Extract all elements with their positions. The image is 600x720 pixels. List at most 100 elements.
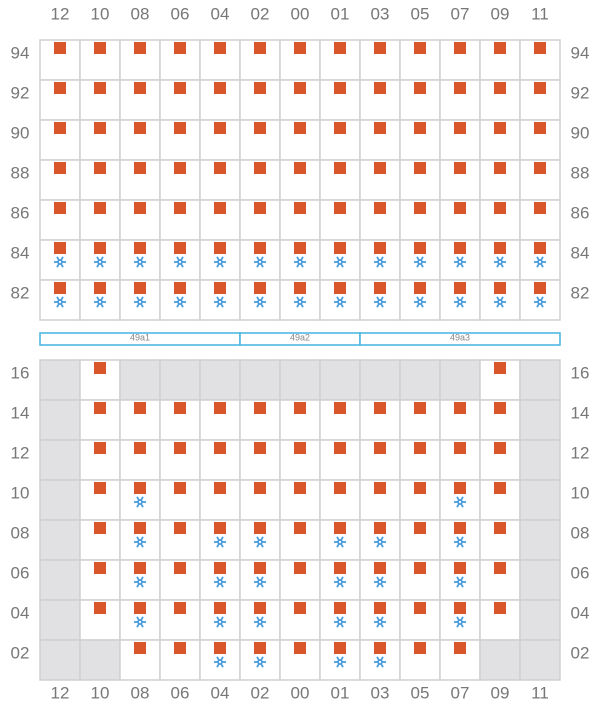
cell bbox=[119, 79, 161, 121]
cell bbox=[359, 559, 401, 601]
row-label: 86 bbox=[11, 203, 30, 222]
cell bbox=[79, 239, 121, 281]
status-square bbox=[174, 242, 186, 254]
status-square bbox=[134, 562, 146, 574]
cell bbox=[279, 79, 321, 121]
cell bbox=[39, 479, 81, 521]
cell-bg bbox=[159, 639, 201, 681]
cell bbox=[479, 399, 521, 441]
status-square bbox=[494, 202, 506, 214]
cell bbox=[519, 519, 561, 561]
cell bbox=[159, 79, 201, 121]
status-square bbox=[374, 242, 386, 254]
status-square bbox=[414, 122, 426, 134]
status-square bbox=[294, 602, 306, 614]
status-square bbox=[454, 202, 466, 214]
status-square bbox=[534, 242, 546, 254]
column-label: 09 bbox=[491, 4, 510, 23]
cell bbox=[39, 359, 81, 401]
status-square bbox=[94, 82, 106, 94]
status-square bbox=[454, 482, 466, 494]
cell bbox=[399, 559, 441, 601]
cell bbox=[39, 199, 81, 241]
cell-bg bbox=[439, 359, 481, 401]
status-square bbox=[134, 162, 146, 174]
status-square bbox=[374, 562, 386, 574]
cell bbox=[239, 439, 281, 481]
cell bbox=[159, 479, 201, 521]
cell bbox=[359, 399, 401, 441]
status-square bbox=[454, 122, 466, 134]
cell bbox=[79, 599, 121, 641]
status-square bbox=[494, 442, 506, 454]
status-square bbox=[414, 442, 426, 454]
cell-bg bbox=[399, 359, 441, 401]
cell bbox=[479, 159, 521, 201]
status-square bbox=[214, 162, 226, 174]
row-label: 12 bbox=[571, 443, 590, 462]
cell-bg bbox=[359, 479, 401, 521]
cell bbox=[439, 599, 481, 641]
cell bbox=[199, 39, 241, 81]
status-square bbox=[214, 562, 226, 574]
cell-bg bbox=[119, 359, 161, 401]
cell bbox=[119, 599, 161, 641]
cell-bg bbox=[519, 439, 561, 481]
cell bbox=[519, 39, 561, 81]
column-label: 05 bbox=[411, 683, 430, 702]
cell-bg bbox=[319, 359, 361, 401]
status-square bbox=[174, 82, 186, 94]
cell bbox=[79, 639, 121, 681]
status-square bbox=[534, 202, 546, 214]
cell-bg bbox=[279, 599, 321, 641]
status-square bbox=[334, 162, 346, 174]
column-label: 00 bbox=[291, 4, 310, 23]
status-square bbox=[294, 282, 306, 294]
cell bbox=[399, 639, 441, 681]
status-square bbox=[454, 242, 466, 254]
status-square bbox=[134, 42, 146, 54]
cell bbox=[399, 279, 441, 321]
cell bbox=[239, 119, 281, 161]
cell bbox=[79, 519, 121, 561]
status-square bbox=[334, 642, 346, 654]
cell bbox=[319, 359, 361, 401]
status-square bbox=[334, 42, 346, 54]
cell-bg bbox=[359, 359, 401, 401]
cell bbox=[119, 119, 161, 161]
cell bbox=[159, 599, 201, 641]
cell bbox=[519, 439, 561, 481]
row-label: 12 bbox=[11, 443, 30, 462]
row-label: 06 bbox=[571, 563, 590, 582]
status-square bbox=[54, 82, 66, 94]
cell bbox=[519, 479, 561, 521]
status-square bbox=[494, 362, 506, 374]
cell-bg bbox=[519, 559, 561, 601]
status-square bbox=[94, 282, 106, 294]
cell bbox=[319, 239, 361, 281]
cell bbox=[519, 639, 561, 681]
status-square bbox=[94, 242, 106, 254]
status-square bbox=[294, 522, 306, 534]
cell bbox=[199, 599, 241, 641]
cell bbox=[239, 399, 281, 441]
column-label: 00 bbox=[291, 683, 310, 702]
status-square bbox=[454, 642, 466, 654]
cell bbox=[39, 399, 81, 441]
cell bbox=[159, 559, 201, 601]
cell bbox=[359, 439, 401, 481]
status-square bbox=[414, 642, 426, 654]
status-square bbox=[294, 482, 306, 494]
status-square bbox=[94, 122, 106, 134]
status-square bbox=[254, 82, 266, 94]
cell bbox=[279, 119, 321, 161]
cell bbox=[239, 599, 281, 641]
status-square bbox=[334, 402, 346, 414]
cell bbox=[159, 279, 201, 321]
row-label: 84 bbox=[571, 243, 590, 262]
status-square bbox=[174, 642, 186, 654]
cell bbox=[79, 479, 121, 521]
status-square bbox=[414, 402, 426, 414]
row-label: 92 bbox=[571, 83, 590, 102]
column-label: 09 bbox=[491, 683, 510, 702]
